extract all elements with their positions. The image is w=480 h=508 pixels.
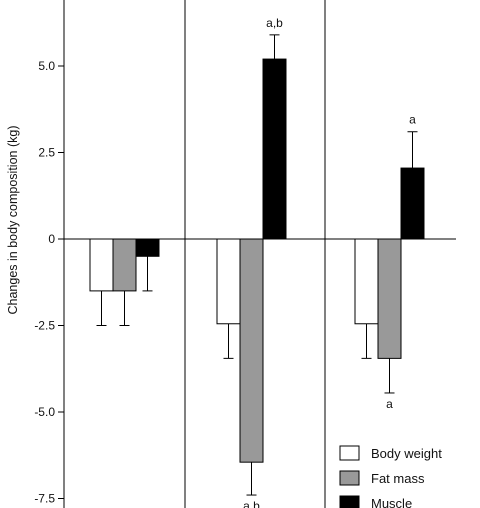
significance-label: a,b: [266, 16, 283, 30]
legend-label: Muscle: [371, 496, 412, 508]
y-tick-label: 5.0: [38, 59, 55, 73]
legend-label: Fat mass: [371, 471, 425, 486]
y-tick-label: -2.5: [34, 319, 55, 333]
y-axis-label: Changes in body composition (kg): [6, 126, 20, 315]
legend: Body weight Fat mass Muscle: [339, 445, 442, 508]
bar: [112, 238, 137, 292]
legend-swatch: [339, 470, 360, 486]
y-tick-label: -5.0: [34, 405, 55, 419]
bar: [262, 58, 287, 240]
significance-label: a,b: [243, 499, 260, 508]
bar: [135, 238, 160, 257]
bars: a,b a,b a a: [89, 16, 425, 508]
legend-swatch: [339, 445, 360, 461]
legend-swatch: [339, 495, 360, 508]
bar: [377, 238, 402, 359]
significance-label: a: [386, 397, 393, 411]
legend-label: Body weight: [371, 446, 442, 461]
significance-label: a: [409, 113, 416, 127]
bar: [89, 238, 114, 292]
y-tick-label: 2.5: [38, 146, 55, 160]
bar: [400, 167, 425, 240]
y-tick-label: -7.5: [34, 492, 55, 506]
bar: [216, 238, 241, 325]
bar: [354, 238, 379, 325]
bar: [239, 238, 264, 463]
y-tick-label: 0: [48, 232, 55, 246]
